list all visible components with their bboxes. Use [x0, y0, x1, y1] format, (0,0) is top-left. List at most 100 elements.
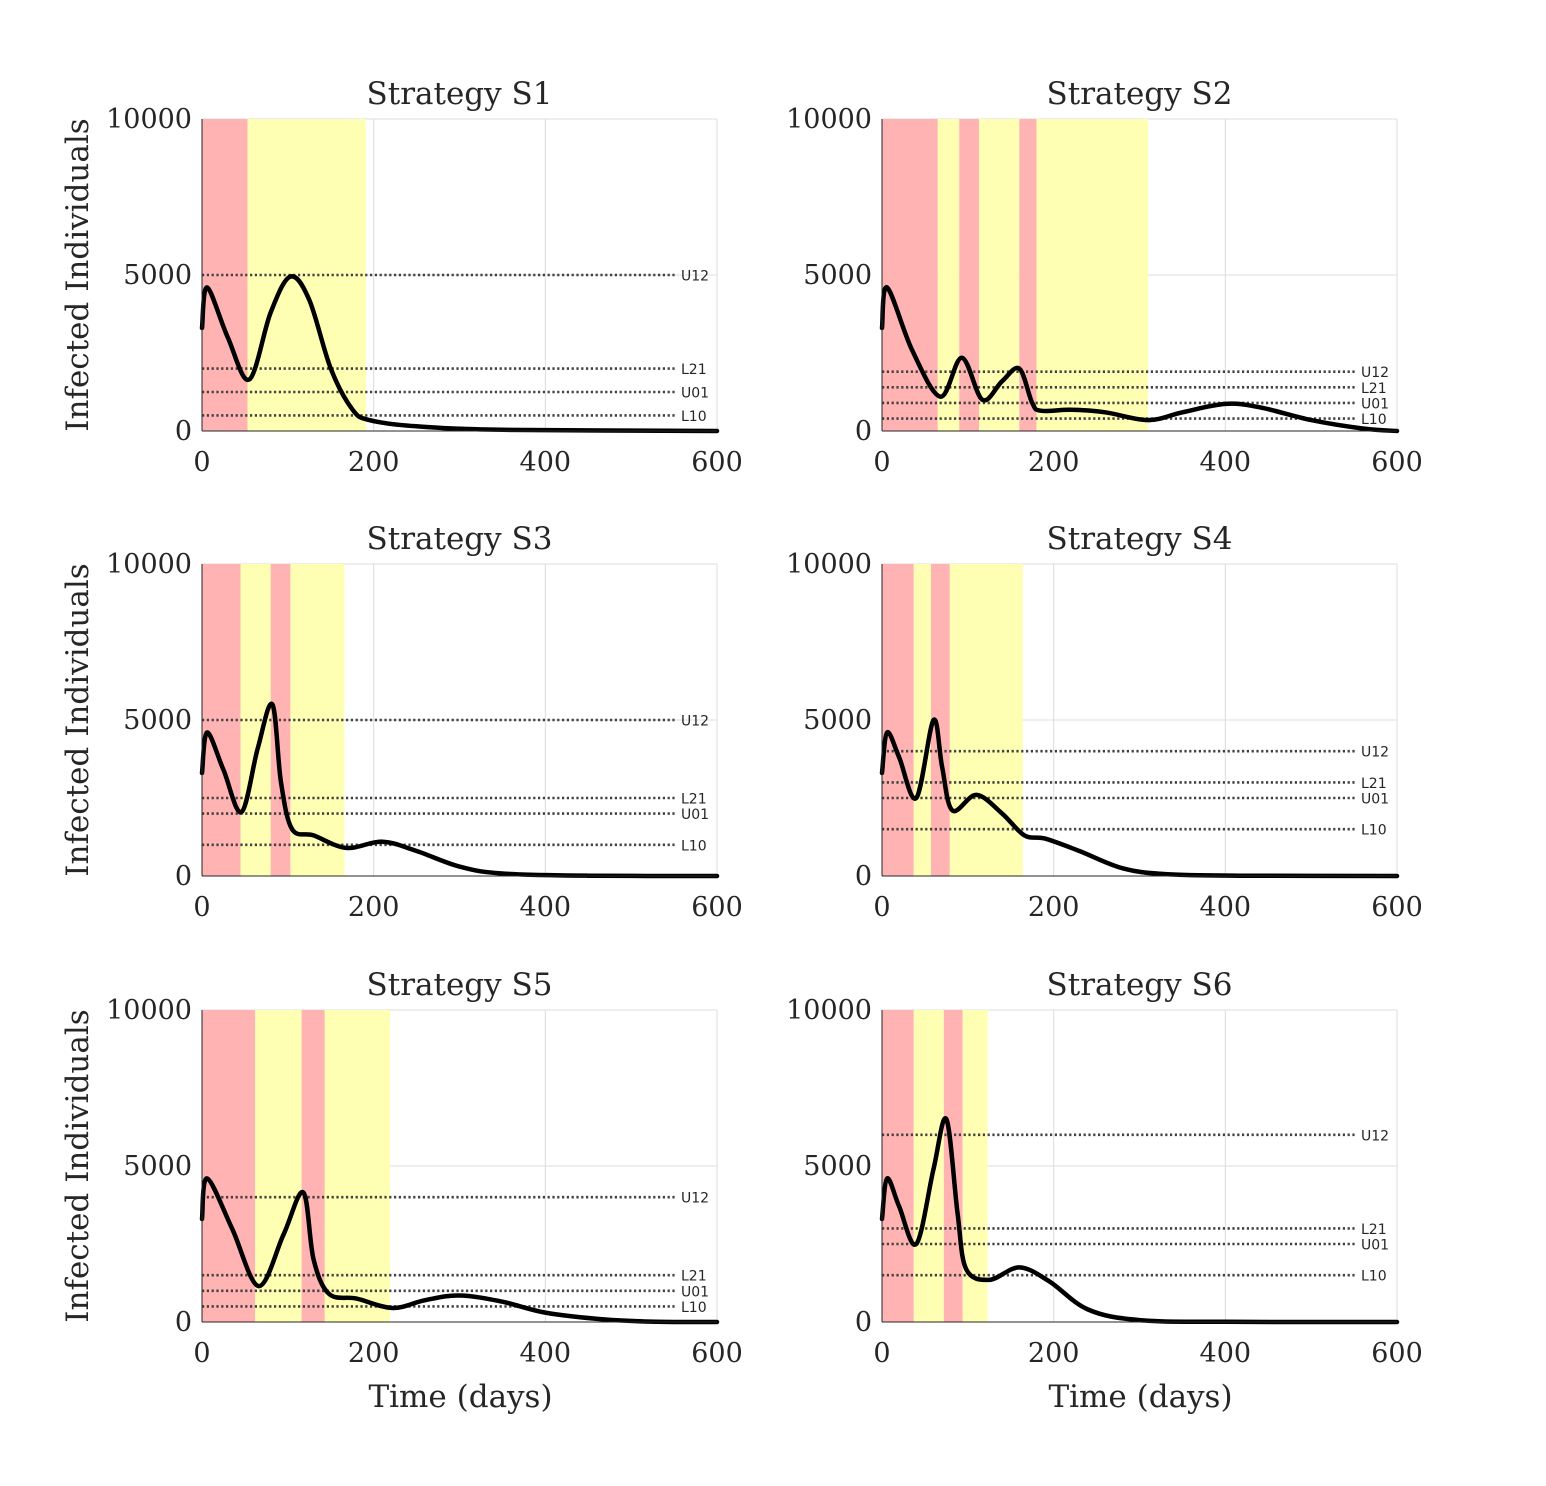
- x-tick-label: 600: [691, 447, 743, 478]
- x-tick-label: 600: [1371, 1338, 1423, 1369]
- threshold-label: L21: [1361, 1222, 1387, 1238]
- threshold-label: U01: [681, 386, 709, 402]
- chart-title: Strategy S3: [367, 521, 553, 557]
- x-tick-label: 0: [873, 892, 890, 923]
- y-axis-label: Infected Individuals: [60, 1009, 96, 1322]
- chart-title: Strategy S4: [1047, 521, 1233, 557]
- y-tick-label: 10000: [786, 104, 872, 135]
- moderate-band: [1036, 119, 1149, 431]
- moderate-band: [913, 1010, 944, 1322]
- threshold-label: U12: [1361, 745, 1389, 761]
- x-tick-label: 200: [348, 892, 400, 923]
- threshold-label: L10: [1361, 1269, 1387, 1285]
- x-tick-label: 400: [520, 447, 572, 478]
- x-tick-label: 600: [1371, 447, 1423, 478]
- infection-curve: [199, 701, 720, 879]
- chart-title: Strategy S2: [1047, 76, 1233, 112]
- threshold-label: L10: [1361, 412, 1387, 428]
- x-tick-label: 600: [691, 892, 743, 923]
- threshold-label: L10: [681, 838, 707, 854]
- threshold-label: U01: [681, 1284, 709, 1300]
- x-tick-label: 600: [1371, 892, 1423, 923]
- y-tick-label: 0: [175, 1307, 192, 1338]
- threshold-label: L21: [1361, 381, 1387, 397]
- x-tick-label: 200: [348, 447, 400, 478]
- y-axis-label: Infected Individuals: [60, 118, 96, 431]
- threshold-label: U12: [681, 1191, 709, 1207]
- y-tick-label: 0: [855, 1307, 872, 1338]
- x-tick-label: 400: [1200, 447, 1252, 478]
- x-axis-label: Time (days): [368, 1379, 552, 1415]
- moderate-band: [324, 1010, 390, 1322]
- y-tick-label: 5000: [123, 260, 192, 291]
- x-tick-label: 200: [1028, 447, 1080, 478]
- x-tick-label: 0: [193, 1338, 210, 1369]
- threshold-label: U01: [1361, 1238, 1389, 1254]
- y-tick-label: 5000: [123, 1151, 192, 1182]
- strict-band: [882, 1010, 914, 1322]
- infection-curve: [879, 717, 1400, 879]
- chart-title: Strategy S5: [367, 967, 553, 1003]
- threshold-label: L21: [1361, 776, 1387, 792]
- x-axis-label: Time (days): [1048, 1379, 1232, 1415]
- infection-curve: [199, 1176, 720, 1325]
- x-tick-label: 200: [348, 1338, 400, 1369]
- x-tick-label: 200: [1028, 1338, 1080, 1369]
- y-tick-label: 10000: [786, 995, 872, 1026]
- strict-band: [959, 119, 979, 431]
- x-tick-label: 400: [520, 892, 572, 923]
- x-tick-label: 0: [193, 447, 210, 478]
- x-tick-label: 400: [1200, 1338, 1252, 1369]
- threshold-label: U12: [681, 269, 709, 285]
- threshold-label: L21: [681, 792, 707, 808]
- y-tick-label: 5000: [803, 1151, 872, 1182]
- threshold-label: L10: [681, 409, 707, 425]
- x-tick-label: 0: [193, 892, 210, 923]
- chart-title: Strategy S6: [1047, 967, 1233, 1003]
- moderate-band: [937, 119, 960, 431]
- y-tick-label: 5000: [123, 705, 192, 736]
- moderate-band: [255, 1010, 302, 1322]
- threshold-label: U12: [1361, 365, 1389, 381]
- x-tick-label: 200: [1028, 892, 1080, 923]
- threshold-label: U12: [681, 714, 709, 730]
- threshold-label: L10: [681, 1300, 707, 1316]
- threshold-label: L21: [681, 1269, 707, 1285]
- threshold-label: U01: [681, 807, 709, 823]
- chart-panel: U12 L21 U01 L10 0 200 400 600 0 5000 10000 Strategy…: [60, 76, 743, 478]
- threshold-label: U01: [1361, 396, 1389, 412]
- threshold-label: U12: [1361, 1128, 1389, 1144]
- chart-title: Strategy S1: [367, 76, 553, 112]
- threshold-label: U01: [1361, 792, 1389, 808]
- y-tick-label: 0: [855, 416, 872, 447]
- moderate-band: [978, 119, 1020, 431]
- infection-curve: [879, 1116, 1400, 1325]
- y-tick-label: 10000: [106, 995, 192, 1026]
- y-tick-label: 10000: [786, 549, 872, 580]
- threshold-label: L10: [1361, 823, 1387, 839]
- x-tick-label: 600: [691, 1338, 743, 1369]
- x-tick-label: 0: [873, 1338, 890, 1369]
- strict-band: [1019, 119, 1037, 431]
- y-axis-label: Infected Individuals: [60, 563, 96, 876]
- x-tick-label: 0: [873, 447, 890, 478]
- y-tick-label: 10000: [106, 549, 192, 580]
- threshold-label: L21: [681, 362, 707, 378]
- y-tick-label: 0: [175, 416, 192, 447]
- strict-band: [301, 1010, 325, 1322]
- y-tick-label: 10000: [106, 104, 192, 135]
- strict-band: [202, 119, 248, 431]
- infection-curve: [199, 274, 720, 434]
- y-tick-label: 5000: [803, 705, 872, 736]
- y-tick-label: 0: [855, 861, 872, 892]
- strict-band: [882, 564, 914, 876]
- x-tick-label: 400: [1200, 892, 1252, 923]
- infection-curve: [879, 285, 1400, 434]
- x-tick-label: 400: [520, 1338, 572, 1369]
